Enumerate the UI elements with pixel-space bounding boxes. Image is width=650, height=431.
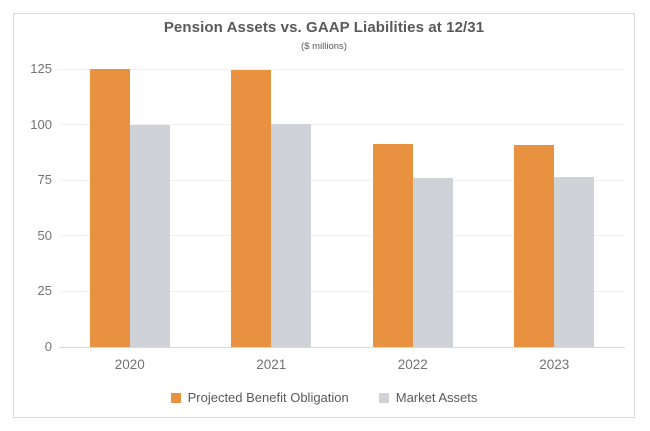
gridline [59,68,625,70]
bar-2022-series-1 [412,177,453,347]
gridline [59,124,625,126]
x-tick-label: 2020 [114,357,145,372]
x-axis-line [59,346,625,348]
chart-title: Pension Assets vs. GAAP Liabilities at 1… [163,19,485,36]
bar-2020-series-0 [89,69,130,347]
x-tick-label: 2021 [256,357,287,372]
legend-label: Market Assets [395,390,478,405]
legend: Projected Benefit Obligation Market Asset… [14,390,634,405]
gridline [59,290,625,292]
plot-area [59,68,625,348]
bar-2021-series-0 [231,70,272,347]
x-tick-label: 2023 [539,357,570,372]
y-axis: 0 25 50 75 100 125 [20,61,52,354]
chart-subtitle: ($ millions) [301,41,347,52]
y-tick-label: 75 [37,172,52,188]
legend-item-0: Projected Benefit Obligation [170,390,349,405]
bar-2023-series-0 [514,144,555,347]
legend-label: Projected Benefit Obligation [187,390,349,405]
y-tick-label: 50 [37,227,52,243]
gridline [59,235,625,237]
x-tick-label: 2022 [397,357,428,372]
y-tick-label: 125 [30,61,52,76]
bar-2020-series-1 [129,124,170,347]
y-tick-label: 25 [37,283,52,299]
x-axis: 2020 2021 2022 2023 [59,357,625,377]
legend-swatch-icon [170,392,181,403]
legend-swatch-icon [378,392,389,403]
y-tick-label: 0 [44,339,52,354]
bar-2022-series-0 [372,143,413,347]
gridline [59,179,625,181]
legend-item-1: Market Assets [378,390,478,405]
y-tick-label: 100 [30,116,52,132]
bar-2021-series-1 [271,123,312,347]
chart-frame: Pension Assets vs. GAAP Liabilities at 1… [13,13,635,418]
bar-2023-series-1 [554,176,595,347]
